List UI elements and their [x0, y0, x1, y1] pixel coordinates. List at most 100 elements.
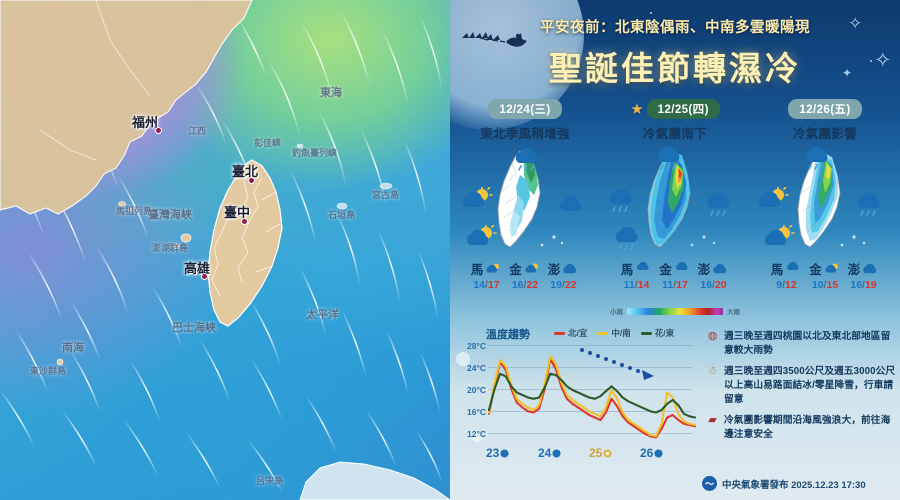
- rain-cloud-icon: [637, 261, 649, 274]
- advisory-note-text: 週三晚至週四桃園以北及東北部地區留意較大雨勢: [724, 331, 891, 357]
- map-sea-label-south-china-sea: 南海: [62, 342, 84, 354]
- sun-cloud-icon: [758, 187, 789, 207]
- forecast-day-1[interactable]: ★ 12/25(四) 冷氣團南下: [600, 99, 750, 315]
- map-label-ishigaki-island: 石垣島: [328, 210, 356, 220]
- island-temp-high: 20: [714, 279, 727, 291]
- headline-title: 聖誕佳節轉濕冷: [549, 50, 801, 87]
- sun-cloud-icon: [525, 263, 538, 272]
- taiwan-rain-map-0: [454, 145, 596, 257]
- rain-cloud-icon: [515, 148, 538, 171]
- grid-line: [488, 345, 692, 346]
- advisory-notes: ◍ 週三晚至週四桃園以北及東北部地區留意較大雨勢 ☃ 週三晚至週四3500公尺及…: [706, 330, 896, 449]
- island-temp: 11/14: [623, 279, 650, 291]
- x-tick-text: 23: [486, 446, 500, 460]
- island-item: 馬 14/17: [471, 259, 503, 291]
- island-name: 馬: [770, 263, 784, 277]
- sparkle-icon: ✧: [848, 14, 863, 33]
- island-temp-low: 19: [550, 279, 563, 291]
- map-sea-label-pacific-ocean: 太平洋: [306, 309, 339, 321]
- chart-series-中/南: [488, 355, 696, 438]
- sun-cloud-icon: [462, 187, 493, 207]
- moon-icon: [552, 448, 561, 458]
- sparkle-icon: ✦: [842, 66, 853, 80]
- credit-text: 中央氣象署發布 2025.12.23 17:30: [722, 479, 866, 491]
- star-icon: ★: [630, 101, 644, 118]
- forecast-day-2[interactable]: 12/26(五) 冷氣團影響: [750, 99, 900, 315]
- island-temp-low: 10: [811, 279, 824, 291]
- island-temp-low: 16: [850, 279, 863, 291]
- map-city-dot-2: [241, 218, 248, 225]
- island-head: 金: [809, 259, 841, 278]
- island-temp-high: 17: [487, 279, 500, 291]
- cloud-icon: [563, 263, 577, 273]
- rain-cloud-icon: [707, 193, 730, 216]
- date-pill-0: 12/24(三): [488, 99, 562, 119]
- map-city-label-3: 高雄: [184, 261, 211, 276]
- island-item: 金 10/15: [809, 259, 841, 291]
- x-tick-label: 25: [589, 446, 612, 460]
- island-head: 馬: [771, 259, 803, 278]
- island-item: 金 11/17: [659, 259, 691, 291]
- x-tick-text: 26: [640, 446, 654, 460]
- island-name: 金: [659, 263, 672, 277]
- rain-intensity-scale: 小雨 大雨: [450, 306, 900, 316]
- sky-star: [870, 60, 872, 62]
- y-tick-label: 12°C: [467, 429, 486, 439]
- y-tick-label: 20°C: [467, 385, 486, 395]
- chart-plot-area: [488, 355, 696, 439]
- sun-icon: [603, 448, 612, 458]
- temperature-trend-chart[interactable]: 溫度趨勢 北/宜 中/南 花/東 28°C 24: [458, 326, 700, 466]
- gingerbread-icon: ☃: [707, 365, 718, 378]
- island-head: 澎: [548, 259, 580, 278]
- legend-item: 中/南: [597, 327, 631, 339]
- advisory-note: ◍ 週三晚至週四桃園以北及東北部地區留意較大雨勢: [706, 330, 896, 358]
- island-temp-high: 19: [864, 279, 877, 291]
- sun-cloud-icon: [486, 263, 500, 272]
- island-temp: 14/17: [473, 279, 500, 291]
- grid-line: [488, 367, 692, 368]
- island-temp-low: 16: [511, 279, 524, 291]
- sky-star: [650, 12, 652, 14]
- date-pill-wrap-0: 12/24(三): [488, 99, 562, 119]
- scale-high-label: 大雨: [727, 309, 740, 316]
- sun-cloud-icon: [825, 263, 838, 272]
- rain-cloud-icon: [615, 227, 638, 250]
- chart-series-北/宜: [488, 357, 696, 439]
- map-city-label-0: 福州: [132, 115, 159, 130]
- map-label-pengjia-islet: 彭佳嶼: [254, 138, 282, 148]
- cloud-icon: [713, 263, 727, 273]
- forecast-day-0[interactable]: 12/24(三) 東北季風稍增強: [450, 99, 600, 315]
- cloud-icon: [863, 263, 877, 273]
- x-tick-text: 25: [589, 446, 603, 460]
- rain-cloud-icon: [787, 261, 799, 274]
- y-tick-label: 16°C: [467, 407, 486, 417]
- moon-icon: [500, 448, 509, 458]
- island-forecasts-2: 馬 9/12 金: [771, 259, 880, 291]
- legend-label: 北/宜: [568, 328, 588, 338]
- island-head: 澎: [848, 259, 880, 278]
- x-tick-label: 23: [486, 446, 509, 460]
- credit-line: 〜 中央氣象署發布 2025.12.23 17:30: [702, 476, 866, 491]
- x-tick-text: 24: [538, 446, 552, 460]
- cwa-logo-icon: 〜: [702, 476, 717, 491]
- sky-star: [790, 16, 792, 18]
- date-pill-2: 12/26(五): [788, 99, 862, 119]
- date-pill-1: 12/25(四): [646, 99, 720, 119]
- sparkle-icon: ✧: [874, 49, 892, 72]
- island-temp-high: 14: [637, 279, 650, 291]
- island-temp-low: 9: [776, 279, 783, 291]
- map-sea-label-bashi-channel: 巴士海峽: [172, 322, 216, 334]
- wind-map-panel[interactable]: 福州 臺北 臺中 高雄 東海 臺灣海峽 太平洋 巴士海峽 南海 江西 彭佳嶼 釣…: [0, 0, 450, 500]
- island-temp-low: 11: [623, 279, 635, 291]
- santa-hat-icon: ▰: [708, 414, 717, 427]
- weather-infographic-panel[interactable]: ✧ ✧ ✦ 平安夜前：北東陰偶雨、中南多雲暖陽現 聖誕佳節轉濕冷 12/24(三…: [450, 0, 900, 500]
- island-name: 金: [509, 263, 522, 277]
- rain-cloud-icon: [805, 147, 828, 170]
- island-temp: 9/12: [776, 279, 797, 291]
- day-description-2: 冷氣團影響: [792, 127, 857, 141]
- headline-subtitle: 平安夜前：北東陰偶雨、中南多雲暖陽現: [540, 20, 810, 36]
- island-temp: 16/19: [850, 279, 877, 291]
- island-temp: 11/17: [662, 279, 688, 291]
- map-label-penghu-islands: 澎湖群島: [152, 243, 189, 253]
